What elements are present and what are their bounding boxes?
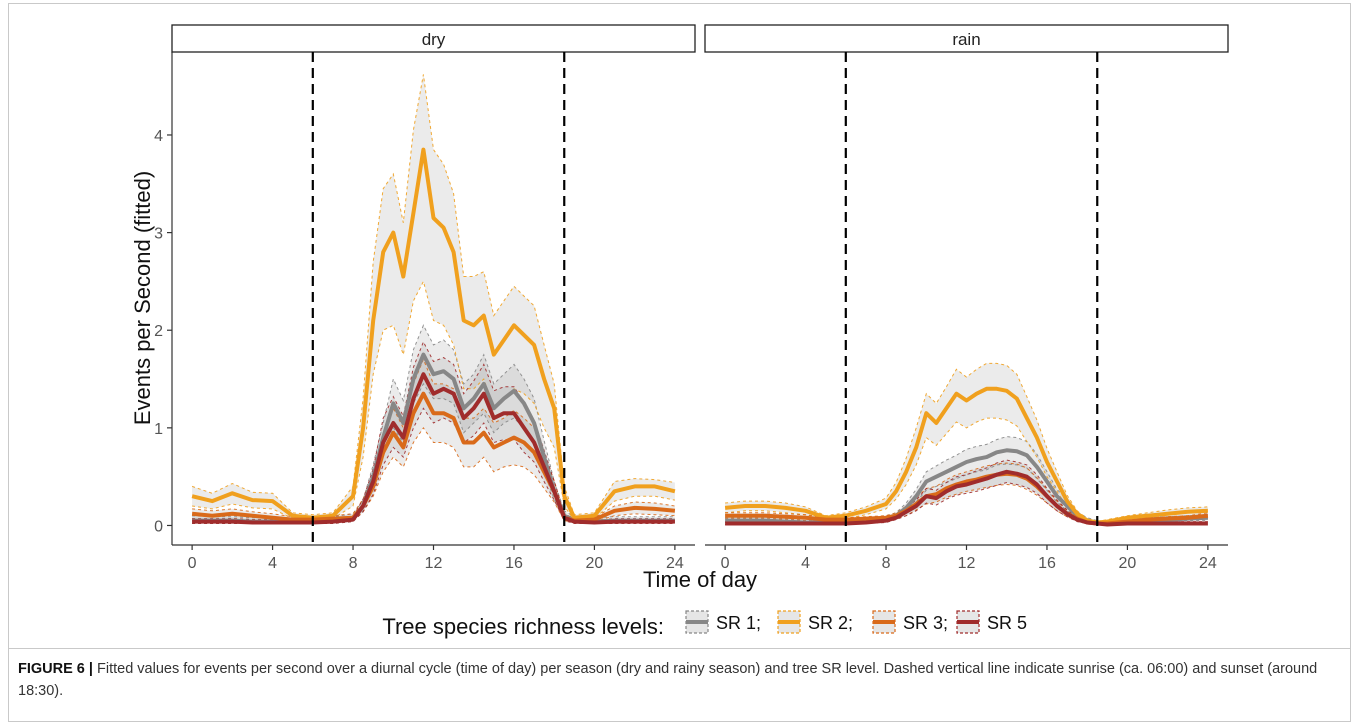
legend-label: SR 3;	[903, 613, 948, 633]
x-tick-label: 8	[882, 555, 891, 572]
x-tick-label: 12	[958, 555, 976, 572]
legend-item: SR 1;	[685, 610, 761, 634]
strip-label: rain	[952, 30, 980, 49]
x-tick-label: 0	[188, 555, 197, 572]
y-tick-label: 1	[154, 421, 163, 438]
x-axis-title: Time of day	[643, 567, 757, 592]
figure-frame	[8, 3, 1351, 722]
legend-item: SR 5	[956, 610, 1027, 634]
legend-label: SR 1;	[716, 613, 761, 633]
y-tick-label: 3	[154, 226, 163, 243]
ci-bound-upper	[192, 340, 675, 522]
legend: Tree species richness levels: SR 1; SR 2; S…	[382, 610, 1027, 639]
x-tick-label: 16	[505, 555, 523, 572]
caption-text: Fitted values for events per second over…	[18, 661, 1318, 699]
ci-ribbon-sr1	[725, 436, 1208, 525]
ci-ribbon-sr5	[725, 460, 1208, 526]
x-tick-label: 16	[1038, 555, 1056, 572]
x-tick-label: 24	[1199, 555, 1217, 572]
y-axis-title: Events per Second (fitted)	[130, 171, 155, 425]
x-tick-label: 4	[268, 555, 277, 572]
series-line-sr2	[191, 147, 676, 520]
figure-caption: FIGURE 6 | Fitted values for events per …	[18, 658, 1338, 702]
series-line-sr5	[192, 372, 675, 525]
x-tick-label: 0	[721, 555, 730, 572]
caption-divider	[8, 648, 1351, 649]
ci-bound-upper	[191, 74, 675, 516]
x-tick-label: 4	[801, 555, 810, 572]
x-tick-label: 24	[666, 555, 684, 572]
x-tick-label: 20	[1119, 555, 1137, 572]
legend-item: SR 3;	[872, 610, 948, 634]
ci-ribbon-sr1	[192, 325, 675, 524]
panel-rain: rain 0 4 8 12 16 20 24	[704, 24, 1229, 572]
y-tick-label: 4	[154, 128, 163, 145]
legend-title: Tree species richness levels:	[382, 614, 664, 639]
caption-lead: FIGURE 6 |	[18, 661, 93, 677]
ci-bound-upper	[192, 324, 675, 520]
y-tick-label: 0	[154, 518, 163, 535]
strip-label: dry	[422, 30, 446, 49]
ci-ribbon-sr5	[192, 341, 675, 524]
ci-ribbon-sr2	[192, 74, 675, 521]
legend-label: SR 5	[987, 613, 1027, 633]
ci-bound-lower	[725, 463, 1208, 526]
x-tick-label: 8	[349, 555, 358, 572]
ci-ribbon-sr2	[725, 363, 1208, 524]
strip-box	[171, 24, 696, 53]
legend-label: SR 2;	[808, 613, 853, 633]
legend-item: SR 2;	[777, 610, 853, 634]
series-line-sr5	[725, 469, 1208, 527]
y-tick-label: 2	[154, 323, 163, 340]
x-tick-label: 20	[586, 555, 604, 572]
strip-box	[704, 24, 1229, 53]
x-tick-label: 12	[425, 555, 443, 572]
ci-bound-upper	[725, 436, 1208, 523]
ci-bound-lower	[192, 427, 675, 524]
ci-bound-lower	[725, 481, 1208, 527]
panel-dry: dry 0 4 8 12 16 20 24	[171, 24, 696, 572]
